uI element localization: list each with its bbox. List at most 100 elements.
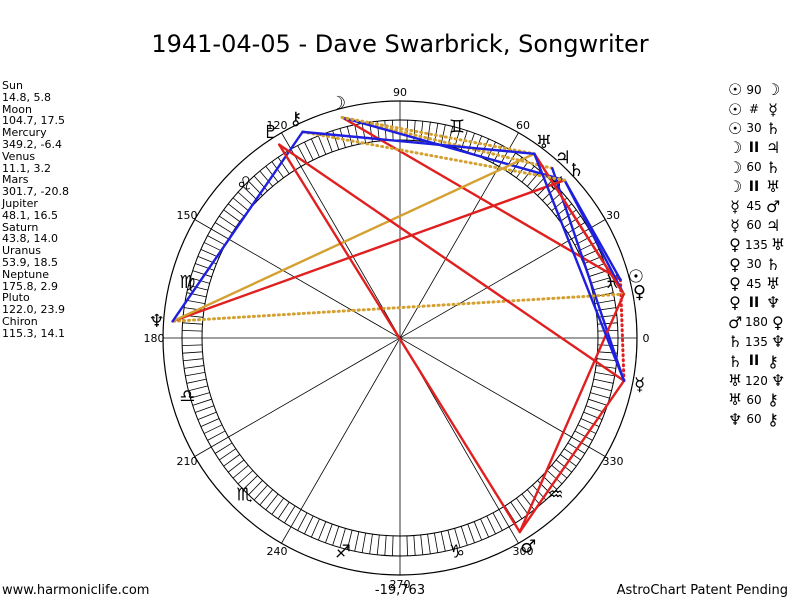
aspect-row: ☽ II ♅ [728, 177, 800, 196]
virgo-sign-icon: ♍ [179, 272, 195, 293]
degree-tick [583, 255, 603, 265]
degree-label: 120 [267, 119, 288, 132]
aspect-line-moon-saturn [340, 116, 566, 182]
aspect-angle: 60 [746, 412, 762, 427]
neptune-icon: ♆ [149, 311, 165, 332]
degree-tick [248, 480, 263, 496]
aspect-row: ♀ 45 ♅ [728, 274, 800, 293]
degree-label: 60 [516, 119, 530, 132]
aspect-line-venus-neptune [171, 292, 626, 323]
aspect-planet-b: ♃ [766, 215, 781, 235]
degree-tick [195, 405, 215, 413]
aspect-row: ☉ 90 ☽ [728, 80, 800, 99]
chart-title: 1941-04-05 - Dave Swarbrick, Songwriter [151, 30, 649, 58]
planet-value: 43.8, 14.0 [2, 232, 58, 246]
degree-tick [186, 292, 207, 298]
aspect-line-sun-mercury [618, 278, 626, 383]
planet-value: 175.8, 2.9 [2, 279, 58, 293]
degree-tick [361, 532, 367, 553]
leo-sign-icon: ♌ [236, 173, 252, 194]
outer-spoke [508, 526, 519, 544]
degree-tick [190, 392, 210, 399]
degree-tick [592, 284, 612, 291]
degree-tick [223, 454, 241, 467]
degree-tick [304, 515, 314, 535]
aspect-planet-b: ♄ [766, 157, 781, 177]
aspect-line-mercury-jupiter [551, 167, 626, 382]
degree-tick [567, 222, 586, 234]
aspect-planet-a: ☿ [730, 215, 740, 235]
degree-tick [219, 215, 237, 228]
aspect-planet-a: ♀ [729, 235, 741, 255]
degree-tick [203, 424, 223, 434]
planet-name: Venus [2, 149, 36, 163]
aspect-planet-b: ♃ [766, 138, 781, 158]
aspect-planet-a: ☿ [730, 196, 740, 216]
aspect-line-mercury-uranus [533, 152, 626, 382]
degree-tick [304, 141, 314, 161]
degree-tick [223, 209, 241, 222]
planet-name: Sun [2, 79, 23, 92]
aspect-line-uranus-neptune [171, 152, 536, 323]
degree-tick [242, 186, 258, 201]
degree-tick [182, 351, 203, 354]
aspect-angle: 180 [745, 315, 768, 330]
degree-tick [259, 489, 274, 506]
aspect-angle: II [748, 139, 760, 156]
aspect-planet-b: ♅ [766, 177, 781, 197]
degree-tick [265, 165, 279, 183]
degree-tick [592, 385, 612, 392]
outer-spoke [588, 446, 606, 457]
degree-tick [361, 123, 367, 144]
footer-site-link[interactable]: www.harmoniclife.com [2, 583, 150, 598]
aspect-planet-b: ♆ [770, 371, 786, 391]
venus-icon: ♀ [633, 282, 646, 303]
degree-tick [325, 523, 333, 543]
degree-tick [571, 436, 589, 448]
degree-tick [427, 534, 431, 554]
degree-tick [265, 493, 279, 511]
degree-tick [242, 475, 258, 490]
degree-tick [486, 515, 496, 535]
degree-tick [516, 497, 529, 515]
aspect-planet-a: ☉ [728, 118, 743, 138]
degree-tick [290, 509, 302, 527]
degree-tick [521, 493, 535, 511]
planet-name: Chiron [2, 314, 38, 328]
planet-value: 122.0, 23.9 [2, 303, 65, 317]
aspect-row: ☿ 60 ♃ [728, 216, 800, 235]
degree-tick [594, 371, 615, 377]
planet-name: Jupiter [2, 196, 38, 210]
capricorn-sign-icon: ♑ [449, 542, 465, 563]
degree-tick [290, 149, 302, 167]
aspect-line-saturn-neptune [171, 178, 566, 323]
aspect-line-uranus-chiron [301, 130, 536, 155]
aspect-planet-b: ⚷ [767, 351, 779, 371]
planet-name: Pluto [2, 291, 30, 305]
aspect-planet-a: ♂ [728, 312, 743, 332]
degree-tick [317, 135, 327, 155]
aspect-planet-a: ☽ [728, 177, 743, 197]
planet-value: 349.2, -6.4 [2, 137, 62, 151]
aspect-planet-a: ♅ [728, 371, 743, 391]
degree-tick [433, 532, 439, 553]
aspect-line-venus-saturn [563, 178, 625, 296]
degree-tick [413, 535, 416, 556]
degree-tick [588, 398, 608, 406]
mercury-icon: ☿ [634, 375, 645, 396]
degree-tick [440, 124, 446, 145]
aspect-line-moon-jupiter [340, 115, 554, 170]
degree-tick [207, 235, 226, 246]
moon-icon: ☽ [330, 93, 346, 114]
aspect-angle: 120 [745, 373, 768, 388]
aspect-angle: 135 [745, 334, 768, 349]
degree-tick [588, 270, 608, 278]
aspect-row: ♄ 135 ♆ [728, 332, 800, 351]
aspect-planet-b: ⚷ [767, 409, 779, 429]
degree-tick [277, 157, 290, 175]
degree-tick [376, 534, 380, 555]
degree-tick [480, 518, 490, 538]
planet-value: 11.1, 3.2 [2, 161, 51, 175]
aspect-row: ☉ 30 ♄ [728, 119, 800, 138]
aspect-planet-b: ♄ [766, 254, 781, 274]
